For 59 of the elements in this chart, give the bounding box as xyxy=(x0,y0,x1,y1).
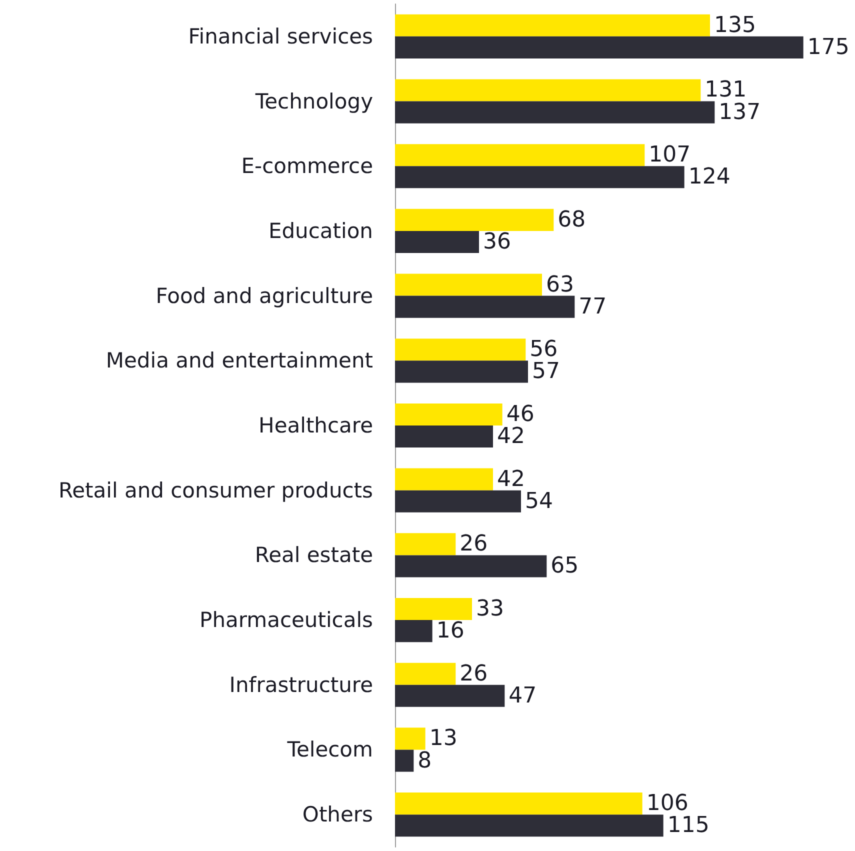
data-label: 8 xyxy=(418,748,432,774)
bar xyxy=(395,684,505,707)
y-tick-label: Real estate xyxy=(254,543,373,568)
bar xyxy=(395,555,547,578)
y-tick-label: Infrastructure xyxy=(229,672,373,697)
bar xyxy=(395,101,715,124)
bar xyxy=(395,274,542,296)
bar xyxy=(395,79,701,102)
bar xyxy=(395,533,456,556)
bar xyxy=(395,230,479,254)
data-label: 46 xyxy=(506,402,534,427)
data-label: 47 xyxy=(508,683,537,708)
bar xyxy=(395,360,528,383)
data-label: 13 xyxy=(429,726,458,752)
data-label: 16 xyxy=(436,618,464,644)
y-tick-label: E-commerce xyxy=(241,154,373,178)
data-label: 135 xyxy=(714,12,756,38)
data-label: 65 xyxy=(550,554,579,579)
data-label: 107 xyxy=(648,142,691,168)
y-tick-label: Media and entertainment xyxy=(106,348,373,373)
data-label: 63 xyxy=(546,272,574,298)
y-tick-label: Retail and consumer products xyxy=(58,478,373,502)
bar xyxy=(395,208,554,231)
bar xyxy=(395,750,414,772)
data-label: 175 xyxy=(807,34,850,60)
bar xyxy=(395,728,426,750)
data-label: 124 xyxy=(688,164,730,190)
y-tick-label: Technology xyxy=(254,89,373,114)
y-tick-label: Others xyxy=(302,802,373,827)
y-tick-label: Education xyxy=(268,218,373,243)
data-label: 33 xyxy=(476,596,504,622)
bar xyxy=(395,296,575,318)
bar xyxy=(395,620,432,642)
bar xyxy=(395,338,526,361)
bar xyxy=(395,144,645,166)
bar xyxy=(395,468,493,490)
data-label: 77 xyxy=(578,294,607,320)
data-label: 42 xyxy=(497,424,525,450)
data-label: 36 xyxy=(483,229,511,254)
bar xyxy=(395,598,472,620)
bar xyxy=(395,36,804,58)
y-tick-label: Financial services xyxy=(188,24,373,48)
y-tick-label: Food and agriculture xyxy=(156,284,373,308)
data-label: 26 xyxy=(460,532,488,557)
data-label: 54 xyxy=(525,488,553,514)
bar xyxy=(395,166,684,188)
bar xyxy=(395,426,493,448)
y-tick-label: Telecom xyxy=(286,738,373,762)
y-tick-label: Pharmaceuticals xyxy=(200,608,373,632)
bar xyxy=(395,490,521,512)
bar xyxy=(395,14,710,36)
bar xyxy=(395,792,642,815)
bar xyxy=(395,814,664,837)
bar xyxy=(395,662,456,685)
data-label: 68 xyxy=(558,207,586,232)
data-label: 42 xyxy=(497,466,525,492)
data-label: 26 xyxy=(460,661,488,686)
bar xyxy=(395,403,502,426)
y-tick-label: Healthcare xyxy=(258,414,373,438)
